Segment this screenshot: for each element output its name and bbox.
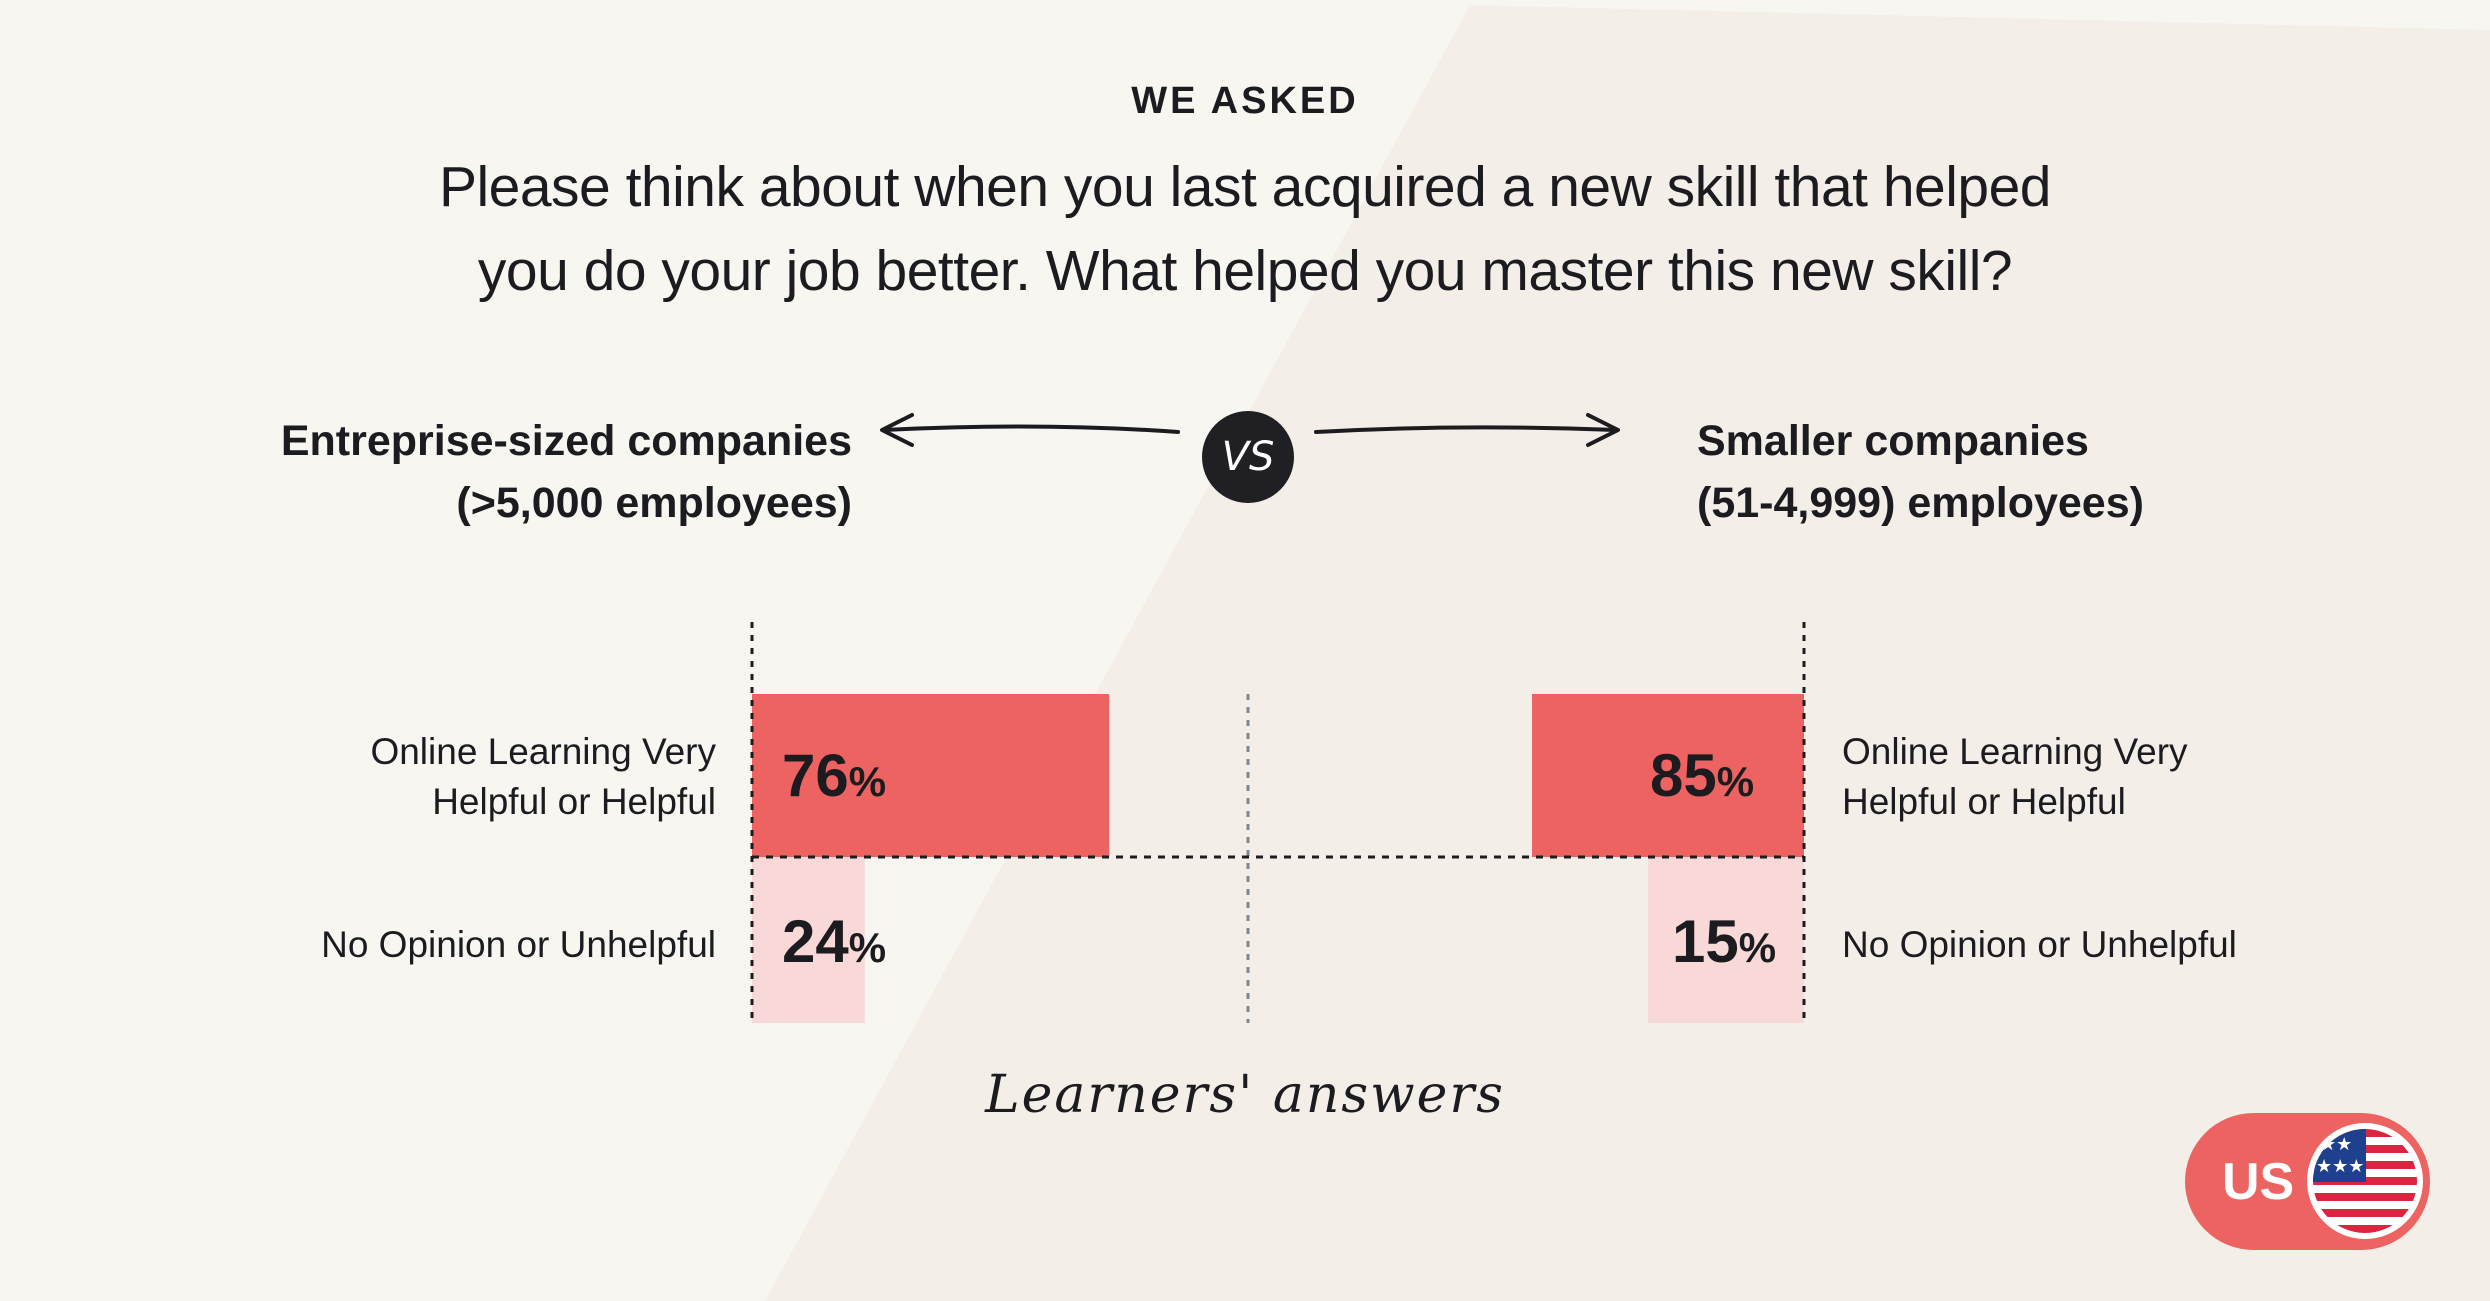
question-line-1: Please think about when you last acquire… [438,155,2052,219]
question-line-2: you do your job better. What helped you … [477,239,2013,303]
left-positive-number: 76 [782,742,849,809]
survey-question: Please think about when you last acquire… [245,145,2245,313]
right-positive-number: 85 [1650,742,1717,809]
us-flag-icon: ★★ ★★★ [2307,1123,2423,1239]
eyebrow-label: WE ASKED [1131,80,1359,122]
arrow-left-icon [880,413,1180,447]
country-badge: US ★★ ★★★ [2185,1113,2430,1250]
right-positive-label-line-2: Helpful or Helpful [1842,781,2126,822]
percent-sign: % [848,758,887,805]
left-group-title: Entreprise-sized companies (>5,000 emplo… [200,410,852,534]
left-positive-label: Online Learning Very Helpful or Helpful [260,727,716,827]
left-positive-label-line-2: Helpful or Helpful [432,781,716,822]
right-positive-label: Online Learning Very Helpful or Helpful [1842,727,2342,827]
left-negative-value: 24% [782,910,886,980]
right-group-title-line-1: Smaller companies [1697,417,2089,465]
country-code: US [2222,1153,2295,1211]
vs-badge: VS [1202,411,1294,503]
left-group-title-line-2: (>5,000 employees) [456,479,852,527]
right-positive-value: 85% [1650,744,1754,814]
left-group-title-line-1: Entreprise-sized companies [280,417,852,465]
right-group-title-line-2: (51-4,999) employees) [1697,479,2144,527]
right-negative-number: 15 [1672,908,1739,975]
right-group-title: Smaller companies (51-4,999) employees) [1697,410,2397,534]
right-positive-label-line-1: Online Learning Very [1842,731,2188,772]
right-negative-value: 15% [1672,910,1776,980]
right-negative-label: No Opinion or Unhelpful [1842,924,2237,965]
percent-sign: % [848,924,887,971]
left-negative-number: 24 [782,908,849,975]
percent-sign: % [1716,758,1755,805]
chart-caption: Learners' answers [985,1065,1505,1125]
svg-text:★★★: ★★★ [2316,1156,2364,1177]
left-positive-value: 76% [782,744,886,814]
left-negative-label: No Opinion or Unhelpful [321,924,716,965]
arrow-right-icon [1314,413,1620,447]
left-positive-label-line-1: Online Learning Very [370,731,716,772]
percent-sign: % [1738,924,1777,971]
